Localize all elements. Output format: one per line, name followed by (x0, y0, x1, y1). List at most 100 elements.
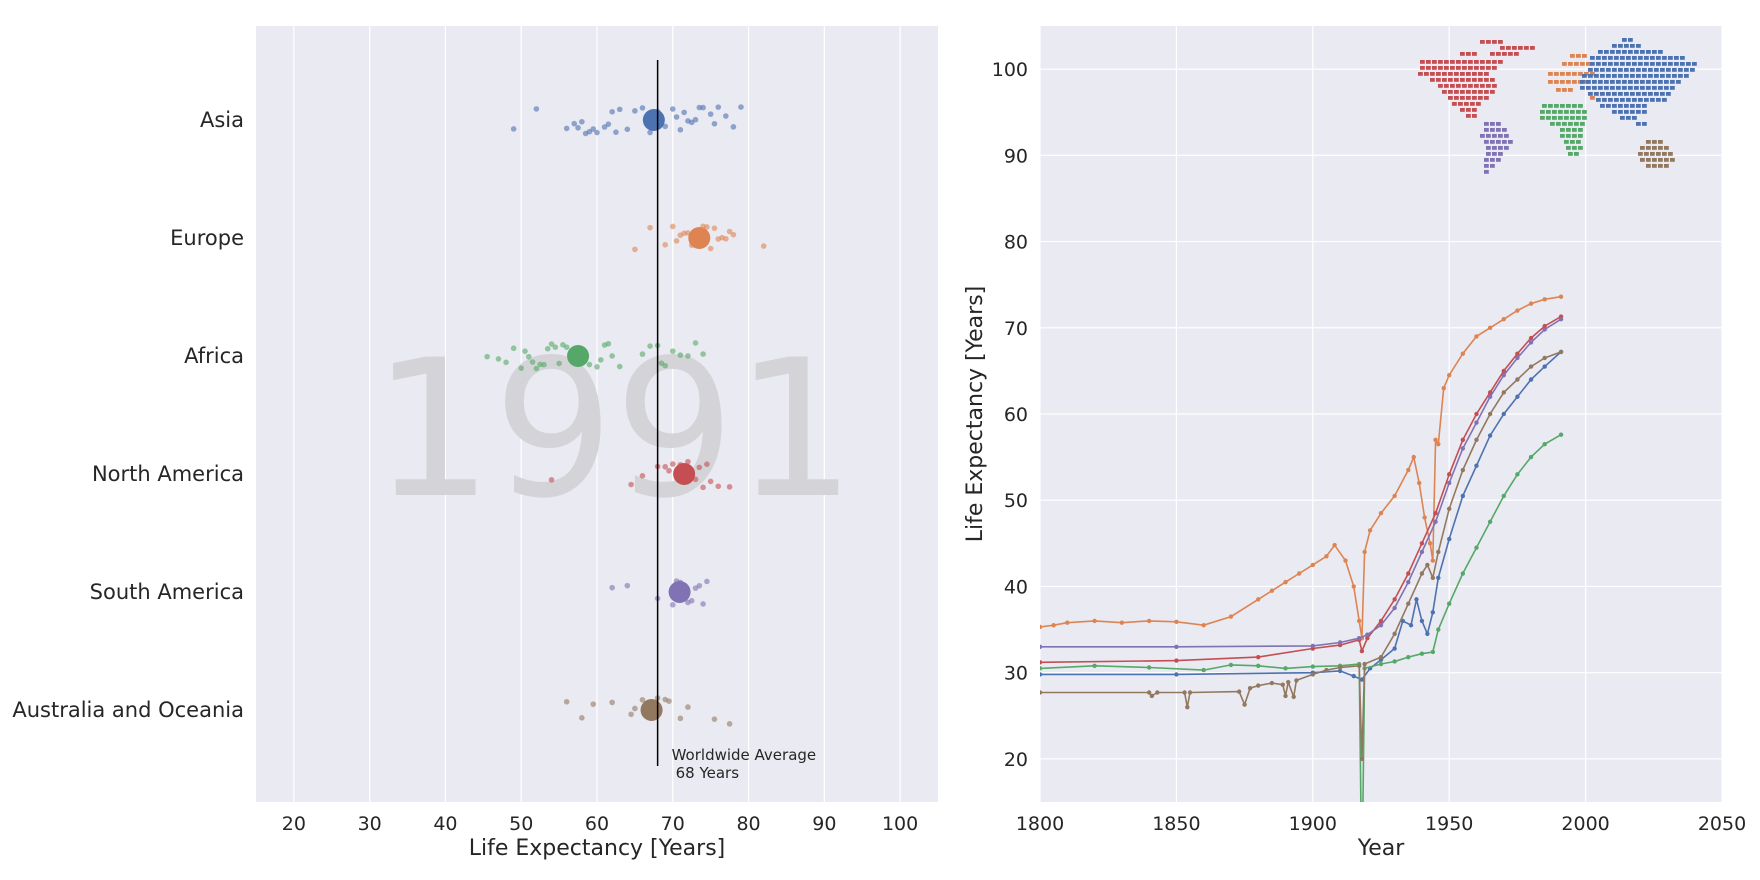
x-tick-label: 2050 (1698, 813, 1746, 835)
y-tick-label: 20 (1004, 749, 1028, 771)
country-point (666, 698, 672, 704)
country-point (632, 705, 638, 712)
series-marker (1501, 411, 1506, 417)
continent-mean-point (640, 699, 663, 721)
category-label: South America (90, 580, 244, 604)
series-marker (1392, 493, 1397, 499)
series-marker (1201, 623, 1206, 628)
country-point (669, 223, 676, 230)
strip-chart-x-axis-label: Life Expectancy [Years] (469, 836, 726, 861)
x-tick-label: 1900 (1289, 813, 1337, 835)
series-marker (1558, 316, 1564, 322)
series-marker (1040, 644, 1043, 649)
series-marker (1542, 355, 1547, 361)
series-marker (1392, 631, 1397, 637)
series-marker (1378, 618, 1384, 624)
country-point (707, 478, 714, 485)
country-point (760, 243, 767, 249)
worldwide-average-label: Worldwide Average (672, 746, 817, 764)
series-marker (1460, 571, 1466, 576)
country-point (704, 461, 710, 467)
country-point (723, 235, 729, 242)
y-tick-label: 30 (1004, 663, 1028, 685)
series-marker (1427, 541, 1433, 546)
series-marker (1447, 472, 1452, 477)
series-marker (1362, 549, 1367, 555)
series-marker (1187, 690, 1193, 695)
series-marker (1460, 493, 1466, 499)
country-point (609, 353, 615, 359)
series-marker (1040, 624, 1043, 630)
x-tick-label: 30 (358, 813, 382, 835)
country-point (616, 363, 623, 370)
country-point (707, 245, 714, 252)
strip-chart-x-tick-labels: 20 30 40 50 60 70 80 90 100 (282, 813, 918, 835)
series-marker (1528, 364, 1534, 369)
x-tick-label: 40 (433, 813, 457, 835)
series-marker (1378, 654, 1384, 660)
country-point (715, 483, 722, 490)
country-point (563, 125, 570, 132)
country-point (597, 357, 604, 363)
series-marker (1416, 480, 1422, 486)
series-marker (1294, 678, 1299, 683)
series-marker (1515, 308, 1520, 313)
series-marker (1501, 390, 1506, 395)
series-marker (1501, 368, 1506, 374)
country-point (571, 120, 578, 127)
series-marker (1558, 349, 1564, 355)
country-point (563, 698, 570, 705)
category-label: North America (92, 462, 244, 486)
series-marker (1040, 660, 1043, 665)
continent-mean-point (673, 463, 696, 485)
series-marker (1283, 693, 1288, 699)
country-point (662, 123, 668, 130)
series-marker (1487, 394, 1493, 399)
series-marker (1447, 536, 1452, 542)
x-tick-label: 20 (282, 813, 306, 835)
country-point (696, 464, 703, 471)
series-marker (1291, 694, 1296, 700)
series-marker (1236, 689, 1242, 694)
country-point (662, 241, 668, 248)
series-marker (1515, 351, 1520, 356)
series-marker (1174, 619, 1179, 624)
series-marker (1487, 433, 1493, 438)
country-point (662, 463, 668, 470)
country-point (673, 238, 680, 244)
country-point (575, 124, 581, 131)
series-marker (1558, 294, 1564, 299)
country-point (628, 481, 634, 488)
series-marker (1201, 667, 1206, 673)
series-marker (1365, 632, 1370, 637)
series-marker (1528, 454, 1534, 460)
country-point (677, 127, 684, 133)
series-marker (1337, 665, 1343, 670)
series-marker (1447, 506, 1452, 512)
x-tick-label: 2000 (1561, 813, 1609, 835)
country-point (685, 458, 691, 465)
series-marker (1256, 663, 1261, 668)
country-point (544, 345, 551, 352)
y-tick-label: 90 (1004, 145, 1028, 167)
country-point (662, 362, 668, 369)
series-marker (1430, 558, 1436, 563)
series-marker (1119, 620, 1125, 625)
series-marker (1441, 385, 1446, 391)
series-marker (1310, 664, 1316, 669)
series-marker (1228, 614, 1234, 619)
continent-mean-point (567, 345, 590, 367)
country-point (594, 129, 600, 136)
series-marker (1155, 690, 1160, 695)
series-marker (1419, 571, 1425, 576)
series-marker (1419, 618, 1425, 624)
series-marker (1359, 648, 1365, 654)
series-marker (1174, 672, 1179, 677)
south-america-shape (1480, 122, 1513, 174)
x-tick-label: 80 (736, 813, 760, 835)
series-marker (1256, 597, 1261, 602)
series-marker (1422, 515, 1427, 520)
series-marker (1542, 364, 1547, 369)
asia-shape (1580, 38, 1697, 126)
continent-mean-point (642, 109, 665, 131)
